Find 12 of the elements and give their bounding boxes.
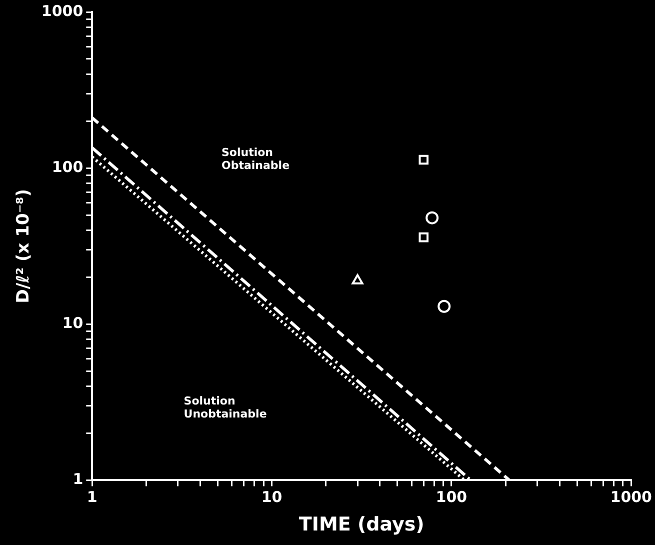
annotation: Solution Unobtainable — [184, 394, 267, 420]
x-tick-label: 10 — [261, 488, 282, 506]
y-tick-label: 100 — [52, 158, 84, 176]
y-tick-label: 1000 — [41, 2, 84, 20]
x-tick-label: 1000 — [610, 488, 652, 506]
y-tick-label: 10 — [62, 314, 84, 332]
y-axis-title: D/ℓ² (x 10⁻⁸) — [14, 189, 34, 304]
x-axis-title: TIME (days) — [298, 514, 424, 536]
x-tick-label: 1 — [86, 488, 98, 506]
annotation: Solution Obtainable — [222, 146, 290, 172]
y-tick-label: 1 — [72, 470, 84, 488]
x-tick-label: 100 — [436, 488, 468, 506]
